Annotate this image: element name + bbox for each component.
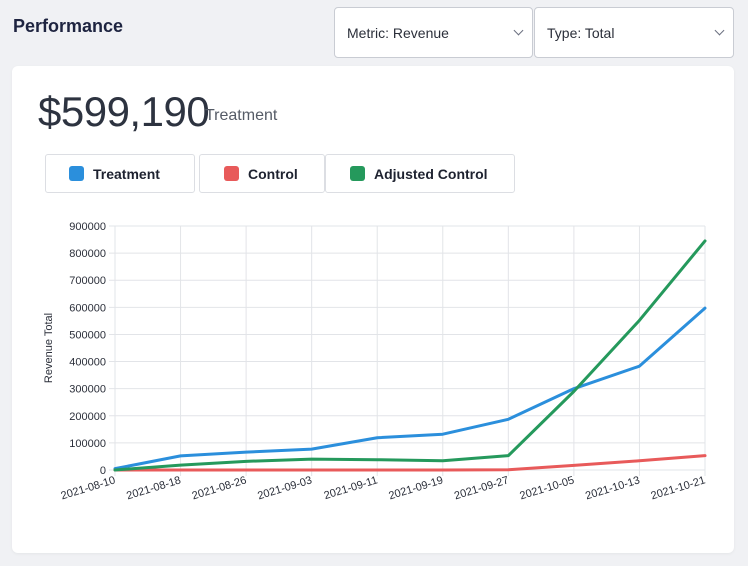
x-tick-label: 2021-09-03 xyxy=(256,474,313,502)
y-tick-label: 800000 xyxy=(69,248,106,260)
x-tick-label: 2021-09-11 xyxy=(323,474,380,502)
legend-treatment-button[interactable]: Treatment xyxy=(45,154,195,193)
x-tick-label: 2021-10-13 xyxy=(584,474,641,502)
type-select[interactable]: Type: Total xyxy=(534,7,734,58)
x-tick-label: 2021-10-21 xyxy=(650,474,707,502)
y-tick-label: 200000 xyxy=(69,411,106,423)
y-tick-label: 100000 xyxy=(69,438,106,450)
legend-label-control: Control xyxy=(248,165,298,182)
x-tick-label: 2021-08-18 xyxy=(125,474,182,502)
page-title: Performance xyxy=(13,16,124,36)
x-tick-label: 2021-09-19 xyxy=(387,474,444,502)
summary-label: Treatment xyxy=(205,107,278,124)
type-select-value: Type: Total xyxy=(547,24,615,41)
series-line-treatment xyxy=(113,306,707,471)
y-tick-label: 600000 xyxy=(69,302,106,314)
x-tick-label: 2021-08-10 xyxy=(60,474,117,502)
summary-value: $599,190 xyxy=(38,88,210,135)
series-line-adjusted-control xyxy=(113,239,707,472)
legend-swatch-adjusted-control xyxy=(350,166,365,181)
legend-swatch-treatment xyxy=(69,166,84,181)
y-tick-label: 300000 xyxy=(69,384,106,396)
x-tick-label: 2021-10-05 xyxy=(518,474,575,502)
x-tick-label: 2021-09-27 xyxy=(453,474,510,502)
legend-label-treatment: Treatment xyxy=(93,165,160,182)
legend-control-button[interactable]: Control xyxy=(199,154,325,193)
y-tick-label: 900000 xyxy=(69,221,106,233)
y-tick-label: 0 xyxy=(100,465,106,477)
metric-select[interactable]: Metric: Revenue xyxy=(334,7,533,58)
x-tick-label: 2021-08-26 xyxy=(191,474,248,502)
y-tick-label: 700000 xyxy=(69,275,106,287)
chart-card xyxy=(12,66,734,553)
y-tick-label: 400000 xyxy=(69,357,106,369)
legend-label-adjusted-control: Adjusted Control xyxy=(374,165,488,182)
series-line-control xyxy=(113,454,707,472)
y-axis-title: Revenue Total xyxy=(43,313,55,383)
metric-select-value: Metric: Revenue xyxy=(347,24,449,41)
legend-adjusted-control-button[interactable]: Adjusted Control xyxy=(325,154,515,193)
legend-swatch-control xyxy=(224,166,239,181)
y-tick-label: 500000 xyxy=(69,329,106,341)
